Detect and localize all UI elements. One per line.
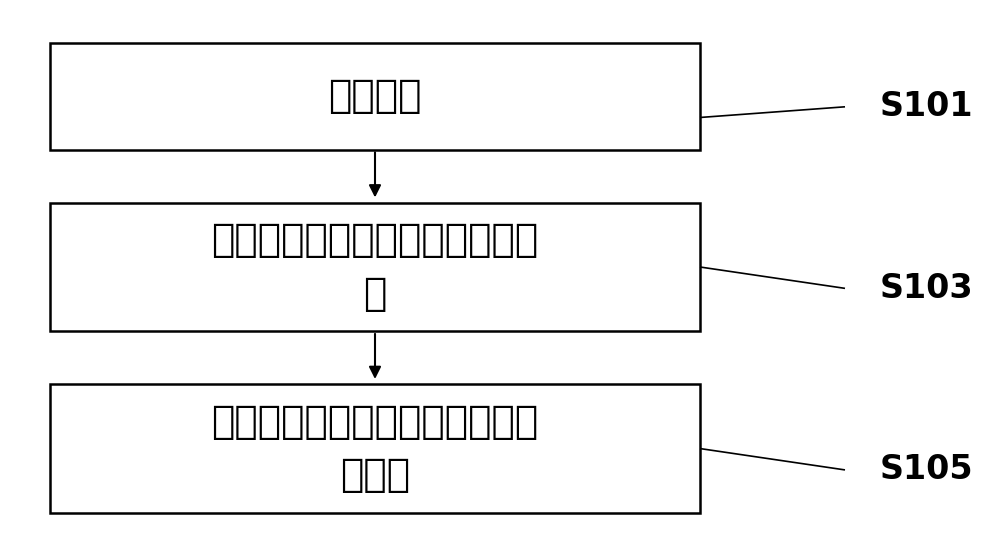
Text: S105: S105 (880, 453, 974, 486)
Bar (50, 203, 700, 331)
Text: 提供平板: 提供平板 (328, 77, 422, 115)
Text: 冲压平板，以形成具有凹部的电
极端子: 冲压平板，以形成具有凹部的电 极端子 (211, 403, 539, 494)
Text: S103: S103 (880, 272, 974, 305)
Bar (50, 43, 700, 150)
Text: 将平板放置于具有凹陷的支撑件
上: 将平板放置于具有凹陷的支撑件 上 (211, 222, 539, 312)
Bar (50, 384, 700, 513)
Text: S101: S101 (880, 90, 974, 123)
